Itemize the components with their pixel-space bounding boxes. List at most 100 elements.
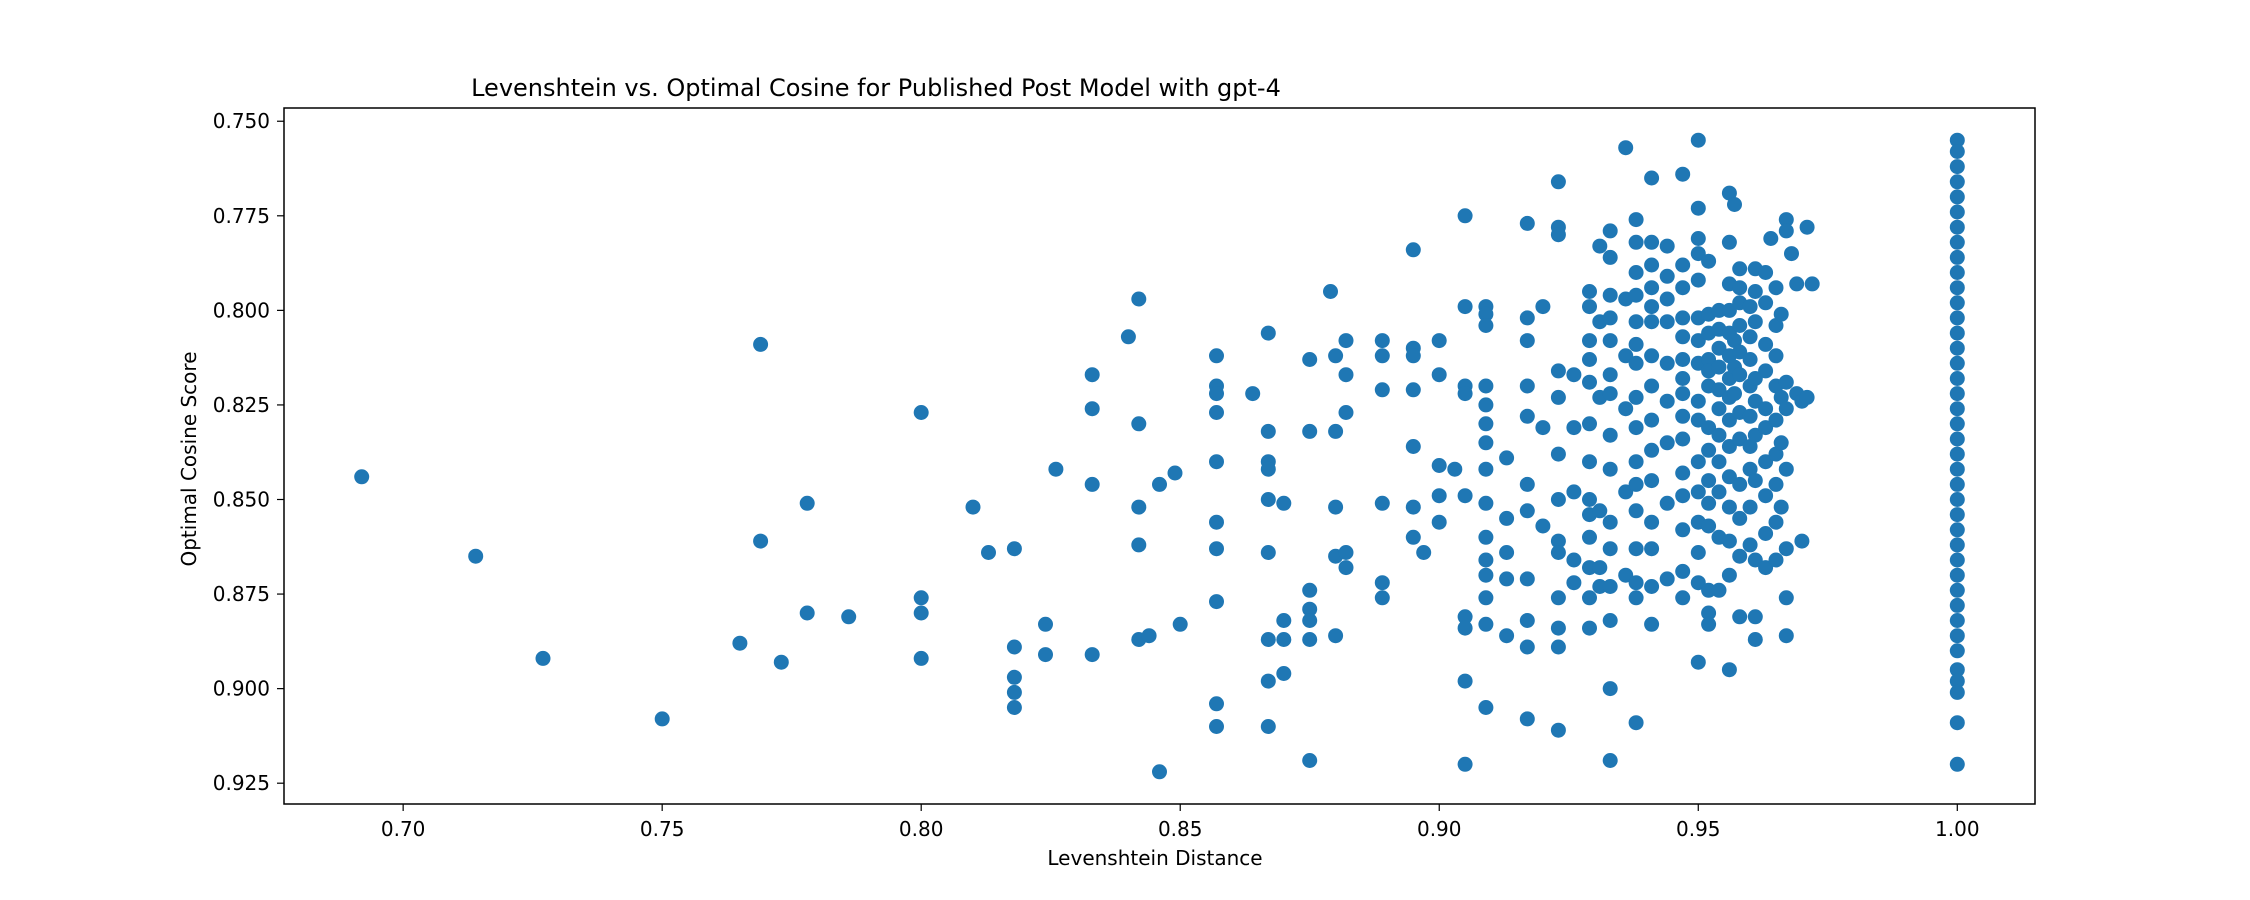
data-point: [1302, 753, 1318, 768]
data-point: [1690, 654, 1706, 670]
y-tick-label: 0.875: [213, 582, 270, 606]
data-point: [1276, 632, 1292, 647]
data-point: [1628, 212, 1644, 228]
data-point: [1949, 295, 1965, 311]
data-point: [1949, 159, 1965, 175]
data-point: [1701, 420, 1717, 436]
data-point: [1499, 628, 1515, 644]
data-point: [1690, 454, 1706, 470]
data-point: [1602, 541, 1618, 557]
data-point: [1763, 231, 1779, 246]
data-point: [1328, 423, 1344, 439]
data-point: [1323, 284, 1338, 299]
data-point: [1084, 367, 1100, 383]
data-point: [1949, 189, 1965, 205]
data-point: [1618, 348, 1634, 364]
data-point: [1374, 575, 1390, 591]
data-point: [1742, 299, 1758, 315]
data-point: [1949, 401, 1965, 417]
data-point: [1628, 590, 1644, 606]
data-point: [1644, 378, 1660, 394]
data-point: [1602, 367, 1618, 383]
data-point: [1374, 590, 1390, 606]
data-point: [1550, 363, 1566, 379]
data-point: [1167, 465, 1183, 481]
data-point: [1949, 219, 1965, 235]
data-point: [1758, 363, 1774, 379]
data-point: [1457, 386, 1473, 402]
data-point: [1519, 503, 1535, 519]
data-point: [1550, 446, 1566, 462]
data-point: [1499, 545, 1515, 560]
data-point: [1519, 571, 1535, 587]
data-point: [1949, 371, 1965, 386]
data-point: [1276, 495, 1292, 511]
data-point: [1602, 223, 1618, 239]
data-point: [1949, 476, 1965, 492]
data-point: [1949, 280, 1965, 296]
data-point: [1602, 427, 1618, 443]
data-point: [1721, 234, 1737, 250]
data-point: [1431, 367, 1447, 383]
data-point: [1006, 700, 1022, 715]
data-point: [1747, 371, 1763, 386]
data-point: [1644, 299, 1660, 315]
data-point: [1519, 711, 1535, 727]
data-point: [1338, 333, 1354, 349]
data-point: [468, 548, 484, 564]
data-point: [1742, 352, 1758, 367]
data-point: [1405, 499, 1421, 515]
data-point: [1405, 439, 1421, 454]
data-point: [1690, 272, 1706, 288]
data-point: [1260, 461, 1276, 477]
data-point: [1582, 352, 1597, 367]
data-point: [1804, 276, 1820, 292]
data-point: [1209, 514, 1224, 530]
y-axis-title: Optimal Cosine Score: [177, 351, 201, 566]
data-point: [1209, 719, 1224, 734]
data-point: [1758, 295, 1774, 311]
data-point: [1374, 348, 1390, 364]
data-point: [1550, 389, 1566, 405]
data-point: [1747, 632, 1763, 647]
y-tick-label: 0.800: [213, 298, 270, 322]
data-point: [1302, 582, 1318, 598]
data-point: [1949, 597, 1965, 613]
data-point: [799, 495, 815, 511]
data-point: [1768, 318, 1784, 333]
data-point: [1675, 386, 1691, 402]
data-point: [1690, 246, 1706, 262]
data-point: [1701, 582, 1717, 598]
y-tick-label: 0.775: [213, 204, 270, 228]
x-tick-label: 0.95: [1676, 817, 1721, 841]
data-point: [1784, 246, 1799, 262]
data-point: [1628, 265, 1644, 280]
data-point: [1758, 526, 1774, 541]
data-point: [1618, 567, 1634, 583]
data-point: [981, 545, 996, 560]
data-point: [1732, 431, 1748, 447]
data-point: [1742, 461, 1758, 477]
data-point: [1618, 140, 1634, 156]
data-point: [1949, 386, 1965, 402]
data-point: [1949, 643, 1965, 659]
data-point: [1374, 382, 1390, 398]
data-point: [1006, 541, 1022, 557]
data-point: [1276, 613, 1292, 628]
data-point: [1690, 132, 1706, 148]
data-point: [1478, 495, 1494, 511]
data-point: [1602, 681, 1618, 697]
data-point: [841, 609, 857, 625]
data-point: [1711, 302, 1727, 318]
data-point: [1701, 253, 1717, 269]
data-point: [1711, 340, 1727, 356]
data-point: [1675, 257, 1691, 273]
data-point: [1659, 571, 1675, 587]
y-axis: 0.750 0.775 0.800 0.825 0.850 0.875 0.900 0.925: [213, 109, 284, 795]
data-point: [1949, 325, 1965, 341]
data-point: [1742, 439, 1758, 454]
data-point: [1478, 416, 1494, 432]
data-point: [1732, 367, 1748, 383]
data-point: [1338, 367, 1354, 383]
data-point: [1799, 219, 1815, 235]
